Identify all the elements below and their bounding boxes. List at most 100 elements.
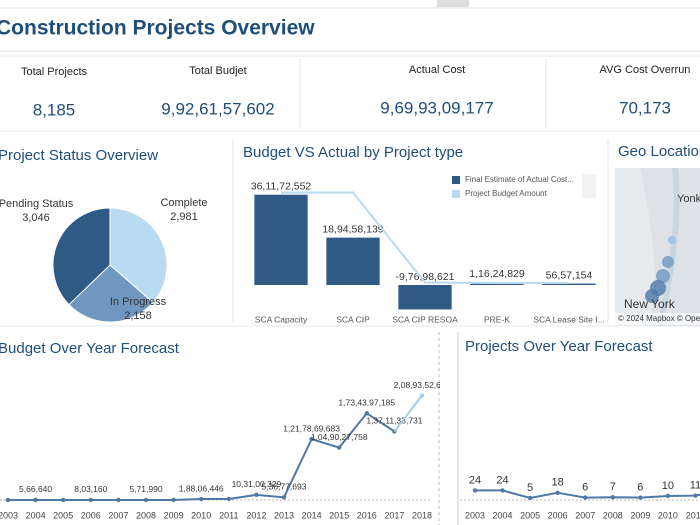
- x-tick-label: 2005: [520, 510, 540, 520]
- point: [199, 496, 204, 502]
- legend-box: [582, 174, 596, 198]
- point-label: 11: [690, 480, 700, 492]
- point-label: 5,66,640: [19, 484, 52, 494]
- x-tick-label: SCA CIP: [336, 314, 370, 324]
- kpi-label: Actual Cost: [409, 64, 465, 76]
- bar: [398, 285, 452, 310]
- chart-title: Project Status Overview: [0, 147, 158, 164]
- x-tick-label: 2013: [274, 510, 294, 520]
- point-label: 24: [469, 474, 481, 486]
- point-label: 24: [496, 474, 508, 486]
- legend-label: Final Estimate of Actual Cost...: [465, 175, 574, 184]
- map-river: [657, 168, 680, 326]
- budget-line: [281, 191, 569, 284]
- kpi-label: AVG Cost Overrun: [600, 64, 691, 76]
- slice-label: Pending Status: [0, 198, 74, 210]
- kpi-value: 9,92,61,57,602: [161, 99, 274, 118]
- x-tick-label: 2007: [575, 510, 595, 520]
- point: [555, 490, 560, 495]
- line-path: [393, 394, 423, 433]
- slice-value: 2,981: [170, 211, 198, 223]
- page-title: Construction Projects Overview: [0, 17, 315, 40]
- kpi-label: Total Projects: [21, 66, 88, 78]
- chart: Projects Over Year Forecast 2003 2004 2005 2…: [460, 338, 700, 520]
- point-label: 6: [637, 482, 643, 494]
- point: [171, 497, 176, 503]
- point: [254, 492, 259, 498]
- chart-title: Budget Over Year Forecast: [0, 340, 180, 357]
- map-label: Yonkers: [677, 193, 700, 205]
- x-tick-label: 2010: [191, 510, 211, 520]
- map: Yonkers New York © 2024 Mapbox © OpenStr…: [615, 168, 700, 326]
- map-point: [645, 289, 659, 303]
- point: [364, 411, 369, 416]
- point-label: 1,73,43,97,185: [338, 398, 395, 408]
- kpis: Total Projects 8,185 Total Budjet 9,92,6…: [21, 64, 690, 120]
- kpi-value: 8,185: [33, 100, 76, 119]
- chart: Project Status Overview Complete 2,981 In P…: [0, 147, 208, 323]
- handle: [437, 0, 469, 7]
- point: [309, 436, 314, 442]
- bar-label: 1,16,24,829: [469, 268, 525, 280]
- point-label: 10,31,00,329: [232, 479, 282, 489]
- bar-label: 56,57,154: [546, 269, 593, 281]
- map-point: [662, 256, 674, 268]
- x-tick-label: 2014: [302, 510, 322, 520]
- bar-label: 18,94,58,139: [322, 223, 383, 235]
- point-label: 7: [610, 481, 616, 493]
- point: [583, 495, 588, 500]
- point-label: 1,37,11,33,731: [366, 416, 422, 426]
- kpi-value: 70,173: [619, 98, 671, 117]
- point-label: 5,36,77,693: [262, 482, 307, 492]
- point: [527, 495, 533, 501]
- x-tick-label: 2012: [246, 510, 266, 520]
- x-tick-label: 2016: [357, 510, 377, 520]
- point: [610, 495, 615, 500]
- pie-slice: [109, 207, 168, 304]
- point: [419, 393, 425, 398]
- chart: Budget Over Year Forecast 2003 2004 2005 200…: [0, 340, 440, 520]
- slice-label: Complete: [160, 197, 207, 209]
- chart-title: Projects Over Year Forecast: [465, 338, 653, 355]
- bar: [254, 194, 308, 285]
- point-label: 10: [662, 480, 674, 492]
- x-tick-label: 2015: [329, 510, 349, 520]
- legend-swatch: [452, 176, 460, 184]
- slice-value: 2,158: [124, 310, 152, 322]
- legend-swatch: [452, 190, 460, 198]
- map-point: [656, 269, 670, 283]
- bar-label: -9,76,98,621: [396, 271, 455, 283]
- point: [500, 488, 505, 493]
- x-tick-label: PRE-K: [484, 314, 510, 324]
- point: [638, 495, 643, 500]
- point: [33, 497, 38, 503]
- map-attribution: © 2024 Mapbox © OpenStreetMap: [618, 314, 700, 323]
- legend-label: Project Budget Amount: [465, 189, 548, 198]
- x-tick-label: SCA Lease Site I...: [533, 314, 604, 324]
- point-label: 18: [552, 477, 564, 489]
- x-tick-label: 2009: [164, 510, 184, 520]
- point-label: 1,04,90,27,758: [311, 432, 368, 442]
- map-label: New York: [624, 297, 676, 311]
- x-tick-label: 2003: [0, 510, 18, 520]
- x-tick-label: SCA CIP RESOA: [392, 314, 458, 324]
- point: [693, 493, 698, 498]
- kpi-value: 9,69,93,09,177: [380, 98, 493, 117]
- x-tick-label: 2005: [53, 510, 73, 520]
- point-label: 8,03,160: [74, 484, 107, 494]
- point: [143, 497, 149, 503]
- point: [337, 445, 342, 450]
- point-label: 1,21,78,69,683: [283, 423, 340, 433]
- point: [281, 495, 287, 500]
- bar: [542, 283, 596, 285]
- x-tick-label: SCA Capacity: [255, 314, 308, 324]
- x-tick-label: 2011: [219, 510, 238, 520]
- pie-slice: [52, 207, 111, 306]
- slice-label: In Progress: [110, 296, 167, 308]
- point: [226, 496, 231, 502]
- map-title-group: Geo Location: [618, 143, 700, 160]
- bar: [326, 237, 380, 285]
- x-tick-label: 2011: [686, 510, 700, 520]
- x-tick-label: 2008: [603, 510, 623, 520]
